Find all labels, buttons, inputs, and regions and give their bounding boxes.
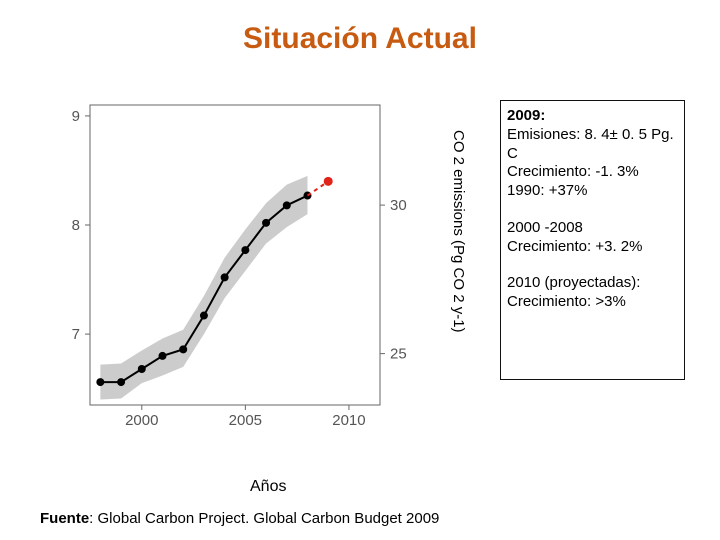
svg-text:2010: 2010 bbox=[332, 412, 365, 429]
svg-text:25: 25 bbox=[390, 346, 407, 363]
svg-text:2005: 2005 bbox=[229, 412, 262, 429]
source-line: Fuente: Global Carbon Project. Global Ca… bbox=[40, 510, 439, 527]
chart-container: 7 8 9 25 30 2000 2005 2010 bbox=[40, 95, 440, 435]
svg-text:9: 9 bbox=[72, 108, 80, 125]
info-block: 2009:Emisiones: 8. 4± 0. 5 Pg. CCrecimie… bbox=[507, 107, 678, 201]
info-block: 2000 -2008Crecimiento: +3. 2% bbox=[507, 219, 678, 257]
info-line: Crecimiento: +3. 2% bbox=[507, 238, 678, 257]
info-line: 2009: bbox=[507, 107, 678, 126]
svg-text:7: 7 bbox=[72, 326, 80, 343]
info-line: 1990: +37% bbox=[507, 182, 678, 201]
slide-title: Situación Actual bbox=[0, 22, 720, 56]
info-line: 2010 (proyectadas): bbox=[507, 274, 678, 293]
info-line: Emisiones: 8. 4± 0. 5 Pg. C bbox=[507, 126, 678, 164]
svg-text:2000: 2000 bbox=[125, 412, 158, 429]
slide-root: Situación Actual 7 8 9 25 30 2000 2005 2010 CO … bbox=[0, 0, 720, 540]
x-axis-label: Años bbox=[250, 478, 286, 496]
svg-text:8: 8 bbox=[72, 217, 80, 234]
info-block: 2010 (proyectadas):Crecimiento: >3% bbox=[507, 274, 678, 312]
svg-text:30: 30 bbox=[390, 197, 407, 214]
source-text: : Global Carbon Project. Global Carbon B… bbox=[89, 510, 439, 527]
info-line: 2000 -2008 bbox=[507, 219, 678, 238]
info-line: Crecimiento: -1. 3% bbox=[507, 163, 678, 182]
info-line: Crecimiento: >3% bbox=[507, 293, 678, 312]
line-chart: 7 8 9 25 30 2000 2005 2010 bbox=[40, 95, 440, 435]
right-axis-label: CO 2 emissions (Pg CO 2 y-1) bbox=[450, 130, 467, 333]
source-label: Fuente bbox=[40, 510, 89, 527]
info-box: 2009:Emisiones: 8. 4± 0. 5 Pg. CCrecimie… bbox=[500, 100, 685, 380]
